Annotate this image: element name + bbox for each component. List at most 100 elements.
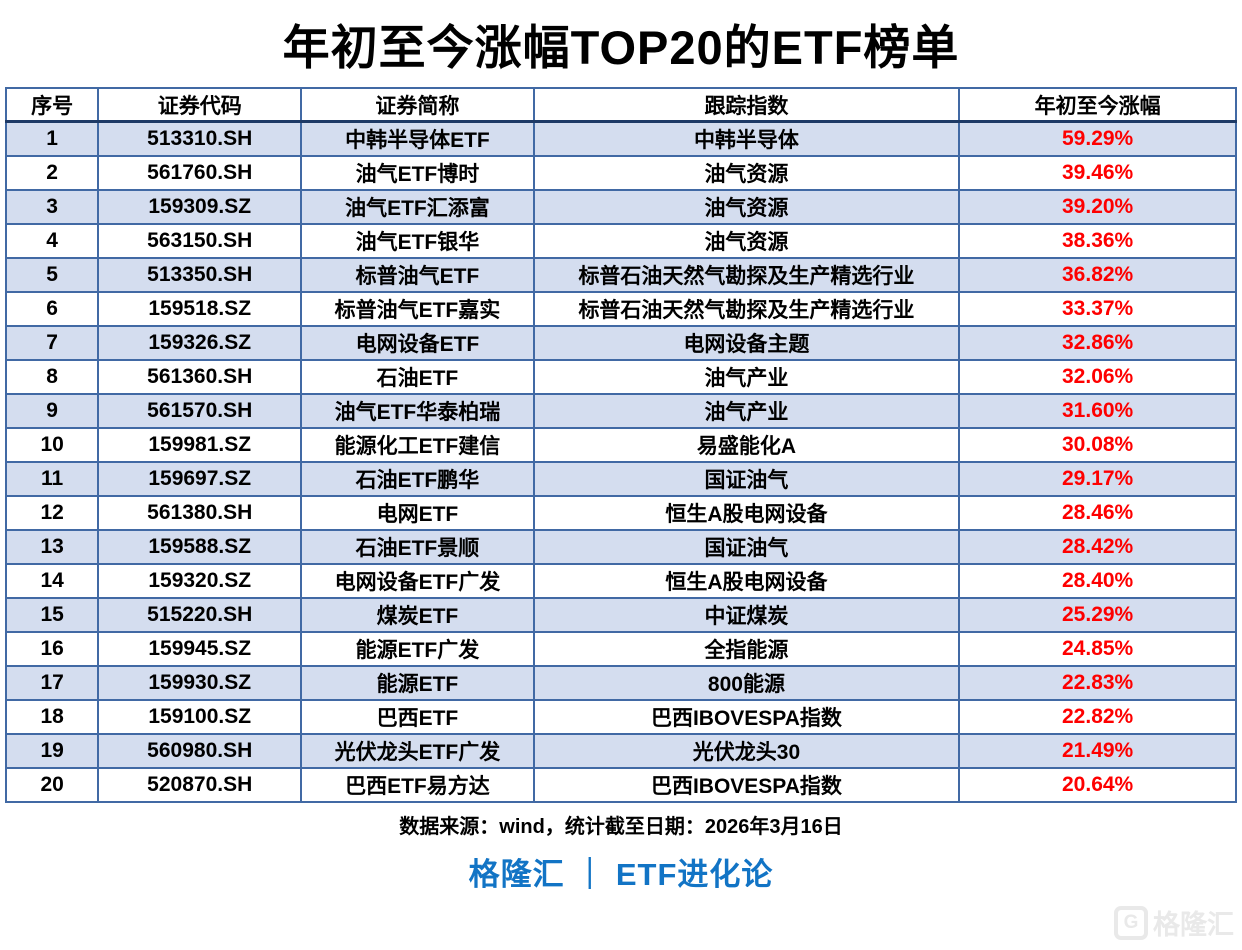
index-cell: 全指能源 <box>532 631 961 667</box>
code-cell: 513310.SH <box>97 120 303 157</box>
gain-cell: 20.64% <box>958 767 1237 803</box>
name-cell: 煤炭ETF <box>300 597 535 633</box>
index-cell: 巴西IBOVESPA指数 <box>532 767 961 803</box>
code-cell: 159588.SZ <box>97 529 303 565</box>
rank-cell: 9 <box>4 393 100 429</box>
name-cell: 能源化工ETF建信 <box>300 427 535 463</box>
name-cell: 油气ETF汇添富 <box>300 189 535 225</box>
code-cell: 159320.SZ <box>97 563 303 599</box>
rank-cell: 10 <box>4 427 100 463</box>
rank-cell: 11 <box>4 461 100 497</box>
table-row: 10 159981.SZ 能源化工ETF建信 易盛能化A 30.08% <box>4 427 1237 463</box>
index-cell: 恒生A股电网设备 <box>532 495 961 531</box>
index-cell: 中证煤炭 <box>532 597 961 633</box>
code-cell: 159697.SZ <box>97 461 303 497</box>
gain-cell: 31.60% <box>958 393 1237 429</box>
rank-cell: 4 <box>4 223 100 259</box>
index-cell: 中韩半导体 <box>532 120 961 157</box>
name-cell: 石油ETF鹏华 <box>300 461 535 497</box>
name-cell: 能源ETF <box>300 665 535 701</box>
table-row: 8 561360.SH 石油ETF 油气产业 32.06% <box>4 359 1237 395</box>
gain-cell: 25.29% <box>958 597 1237 633</box>
code-cell: 159309.SZ <box>97 189 303 225</box>
table-row: 17 159930.SZ 能源ETF 800能源 22.83% <box>4 665 1237 701</box>
index-cell: 油气产业 <box>532 359 961 395</box>
code-cell: 560980.SH <box>97 733 303 769</box>
table-header-row: 序号 证券代码 证券简称 跟踪指数 年初至今涨幅 <box>4 87 1237 123</box>
gain-cell: 39.20% <box>958 189 1237 225</box>
index-cell: 巴西IBOVESPA指数 <box>532 699 961 735</box>
table-row: 16 159945.SZ 能源ETF广发 全指能源 24.85% <box>4 631 1237 667</box>
header-name: 证券简称 <box>300 87 535 123</box>
table-row: 15 515220.SH 煤炭ETF 中证煤炭 25.29% <box>4 597 1237 633</box>
table-row: 4 563150.SH 油气ETF银华 油气资源 38.36% <box>4 223 1237 259</box>
code-cell: 159518.SZ <box>97 291 303 327</box>
rank-cell: 15 <box>4 597 100 633</box>
rank-cell: 8 <box>4 359 100 395</box>
gain-cell: 22.83% <box>958 665 1237 701</box>
table-row: 2 561760.SH 油气ETF博时 油气资源 39.46% <box>4 155 1237 191</box>
table-row: 19 560980.SH 光伏龙头ETF广发 光伏龙头30 21.49% <box>4 733 1237 769</box>
index-cell: 光伏龙头30 <box>532 733 961 769</box>
gain-cell: 29.17% <box>958 461 1237 497</box>
brand-title: 格隆汇 ｜ ETF进化论 <box>468 857 774 892</box>
name-cell: 巴西ETF <box>300 699 535 735</box>
rank-cell: 13 <box>4 529 100 565</box>
index-cell: 标普石油天然气勘探及生产精选行业 <box>532 291 961 327</box>
rank-cell: 3 <box>4 189 100 225</box>
rank-cell: 17 <box>4 665 100 701</box>
code-cell: 159100.SZ <box>97 699 303 735</box>
rank-cell: 18 <box>4 699 100 735</box>
table-row: 13 159588.SZ 石油ETF景顺 国证油气 28.42% <box>4 529 1237 565</box>
table-row: 14 159320.SZ 电网设备ETF广发 恒生A股电网设备 28.40% <box>4 563 1237 599</box>
index-cell: 恒生A股电网设备 <box>532 563 961 599</box>
gain-cell: 39.46% <box>958 155 1237 191</box>
page-title: 年初至今涨幅TOP20的ETF榜单 <box>282 21 960 74</box>
header-index: 跟踪指数 <box>532 87 961 123</box>
table-row: 20 520870.SH 巴西ETF易方达 巴西IBOVESPA指数 20.64% <box>4 767 1237 803</box>
table-row: 3 159309.SZ 油气ETF汇添富 油气资源 39.20% <box>4 189 1237 225</box>
name-cell: 电网ETF <box>300 495 535 531</box>
data-source-note: 数据来源：wind，统计截至日期：2026年3月16日 <box>399 816 843 838</box>
index-cell: 油气资源 <box>532 155 961 191</box>
header-gain: 年初至今涨幅 <box>958 87 1237 123</box>
code-cell: 563150.SH <box>97 223 303 259</box>
code-cell: 561380.SH <box>97 495 303 531</box>
rank-cell: 2 <box>4 155 100 191</box>
name-cell: 巴西ETF易方达 <box>300 767 535 803</box>
index-cell: 国证油气 <box>532 461 961 497</box>
gain-cell: 59.29% <box>958 120 1237 157</box>
gain-cell: 28.42% <box>958 529 1237 565</box>
index-cell: 800能源 <box>532 665 961 701</box>
code-cell: 520870.SH <box>97 767 303 803</box>
index-cell: 易盛能化A <box>532 427 961 463</box>
code-cell: 159981.SZ <box>97 427 303 463</box>
name-cell: 油气ETF华泰柏瑞 <box>300 393 535 429</box>
gain-cell: 22.82% <box>958 699 1237 735</box>
name-cell: 石油ETF景顺 <box>300 529 535 565</box>
name-cell: 电网设备ETF <box>300 325 535 361</box>
index-cell: 油气资源 <box>532 223 961 259</box>
index-cell: 油气资源 <box>532 189 961 225</box>
watermark-text: 格隆汇 <box>1153 910 1234 940</box>
rank-cell: 14 <box>4 563 100 599</box>
name-cell: 油气ETF银华 <box>300 223 535 259</box>
gain-cell: 24.85% <box>958 631 1237 667</box>
rank-cell: 7 <box>4 325 100 361</box>
gain-cell: 32.86% <box>958 325 1237 361</box>
name-cell: 标普油气ETF <box>300 257 535 293</box>
etf-ranking-table: 序号 证券代码 证券简称 跟踪指数 年初至今涨幅 1 513310.SH 中韩半导体… <box>4 87 1237 803</box>
gain-cell: 36.82% <box>958 257 1237 293</box>
name-cell: 石油ETF <box>300 359 535 395</box>
rank-cell: 19 <box>4 733 100 769</box>
table-row: 12 561380.SH 电网ETF 恒生A股电网设备 28.46% <box>4 495 1237 531</box>
name-cell: 光伏龙头ETF广发 <box>300 733 535 769</box>
name-cell: 标普油气ETF嘉实 <box>300 291 535 327</box>
header-code: 证券代码 <box>97 87 303 123</box>
name-cell: 油气ETF博时 <box>300 155 535 191</box>
rank-cell: 1 <box>4 120 100 157</box>
gelonghui-g-icon: G <box>1114 905 1148 940</box>
watermark-logo: G 格隆汇 <box>1114 903 1234 942</box>
table-row: 7 159326.SZ 电网设备ETF 电网设备主题 32.86% <box>4 325 1237 361</box>
gain-cell: 30.08% <box>958 427 1237 463</box>
